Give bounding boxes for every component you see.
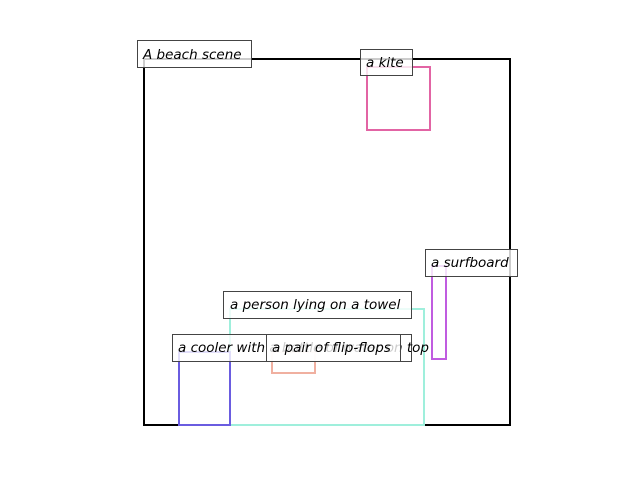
surfboard-box (431, 265, 447, 360)
person-label-text: a person lying on a towel (230, 297, 401, 313)
person-label: a person lying on a towel (223, 291, 412, 319)
kite-label-text: a kite (366, 55, 404, 71)
surfboard-label: a surfboard (425, 249, 518, 277)
scene-caption-label: A beach scene (137, 40, 252, 68)
scene-caption-text: A beach scene (142, 47, 242, 63)
person-box (229, 308, 425, 426)
scene-frame (143, 58, 511, 426)
surfboard-label-text: a surfboard (431, 255, 509, 271)
flipflops-label: a pair of flip-flops (266, 334, 401, 362)
flipflops-label-text: a pair of flip-flops (272, 340, 391, 356)
kite-box (366, 66, 431, 131)
kite-label: a kite (360, 49, 413, 76)
cooler-box (178, 351, 231, 426)
